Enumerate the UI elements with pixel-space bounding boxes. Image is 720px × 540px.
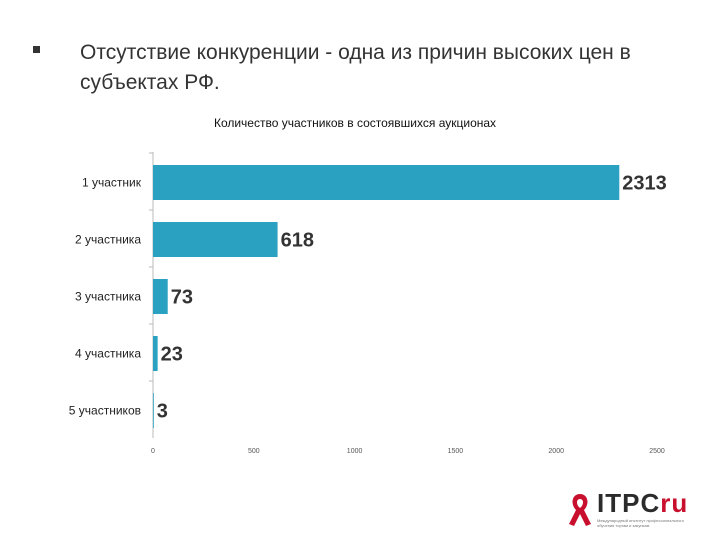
bar	[153, 393, 154, 428]
value-label: 73	[171, 287, 193, 309]
value-label: 618	[281, 230, 314, 252]
logo-subtitle: Международный институт профессионального…	[597, 518, 709, 528]
bar	[153, 336, 158, 371]
value-label: 2313	[622, 173, 667, 195]
logo-wordmark: ITPCru	[597, 488, 688, 519]
bar	[153, 279, 168, 314]
category-label: 4 участника	[75, 347, 141, 361]
category-label: 2 участника	[75, 233, 141, 247]
logo-brand-accent: ru	[660, 488, 689, 518]
bar	[153, 222, 278, 257]
category-label: 1 участник	[82, 176, 142, 190]
logo-subtitle-line2: обучения торгам и закупкам	[597, 523, 650, 528]
chart-title: Количество участников в состоявшихся аук…	[213, 116, 497, 130]
category-label: 5 участников	[69, 404, 141, 418]
value-label: 3	[157, 401, 168, 423]
itpc-logo: ITPCru Международный институт профессион…	[566, 486, 712, 534]
x-tick-label: 0	[151, 448, 155, 455]
x-tick-label: 2500	[649, 448, 665, 455]
ribbon-icon	[569, 494, 591, 526]
value-label: 23	[161, 344, 183, 366]
x-tick-label: 1000	[347, 448, 363, 455]
bar	[153, 165, 620, 200]
logo-subtitle-line1: Международный институт профессионального	[597, 518, 684, 523]
x-tick-label: 1500	[448, 448, 464, 455]
x-tick-label: 2000	[548, 448, 564, 455]
slide-title: Отсутствие конкуренции - одна из причин …	[80, 41, 631, 94]
logo-brand-main: ITPC	[597, 488, 661, 518]
category-label: 3 участника	[75, 290, 141, 304]
x-tick-label: 500	[248, 448, 260, 455]
bullet-marker	[33, 46, 40, 53]
